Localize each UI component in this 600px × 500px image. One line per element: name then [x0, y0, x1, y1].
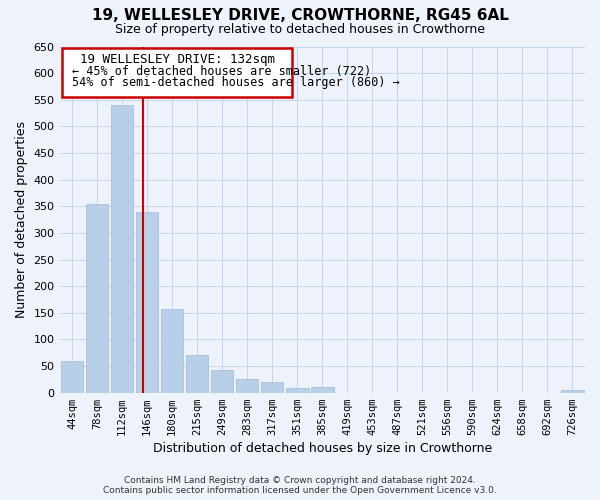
Bar: [211, 370, 233, 392]
Text: 19 WELLESLEY DRIVE: 132sqm: 19 WELLESLEY DRIVE: 132sqm: [80, 53, 275, 66]
Bar: [136, 212, 158, 392]
Y-axis label: Number of detached properties: Number of detached properties: [15, 121, 28, 318]
X-axis label: Distribution of detached houses by size in Crowthorne: Distribution of detached houses by size …: [152, 442, 492, 455]
Bar: [311, 388, 334, 392]
Bar: [86, 204, 109, 392]
Text: Size of property relative to detached houses in Crowthorne: Size of property relative to detached ho…: [115, 22, 485, 36]
Bar: [561, 390, 584, 392]
Bar: [236, 380, 259, 392]
Bar: [161, 308, 184, 392]
Bar: [186, 356, 208, 393]
Text: 54% of semi-detached houses are larger (860) →: 54% of semi-detached houses are larger (…: [72, 76, 400, 90]
Text: ← 45% of detached houses are smaller (722): ← 45% of detached houses are smaller (72…: [72, 64, 371, 78]
Text: 19, WELLESLEY DRIVE, CROWTHORNE, RG45 6AL: 19, WELLESLEY DRIVE, CROWTHORNE, RG45 6A…: [92, 8, 508, 22]
Bar: [61, 360, 83, 392]
Bar: [286, 388, 308, 392]
Bar: [111, 105, 133, 393]
Text: Contains HM Land Registry data © Crown copyright and database right 2024.
Contai: Contains HM Land Registry data © Crown c…: [103, 476, 497, 495]
Bar: [261, 382, 283, 392]
Bar: [62, 48, 292, 97]
